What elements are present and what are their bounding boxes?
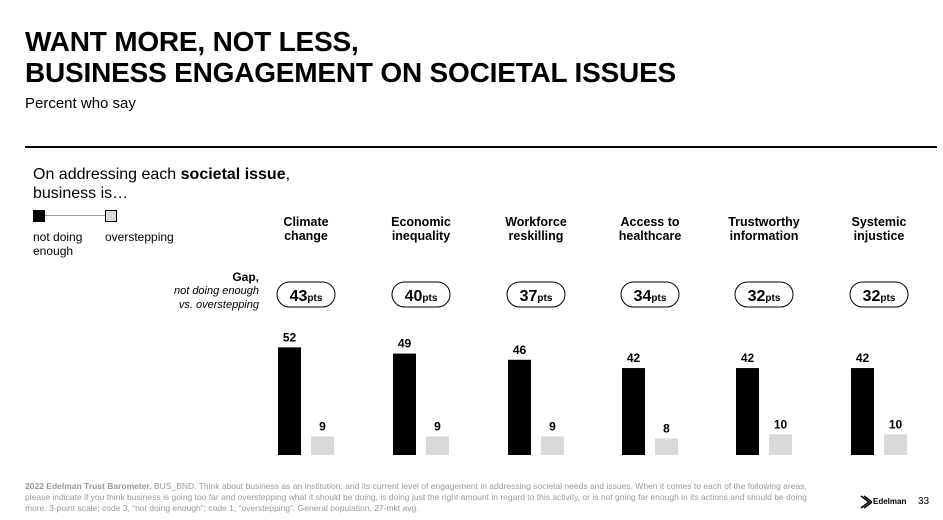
intro-suffix: , [285, 166, 291, 183]
gap-value: 32pts [748, 288, 781, 305]
intro-line-2: business is… [33, 185, 129, 202]
category-label: Trustworthy information [728, 215, 800, 243]
legend-swatch-overstepping [105, 210, 117, 222]
bar-overstepping [311, 436, 334, 455]
data-label-overstepping: 9 [434, 419, 441, 433]
footnote-source: 2022 Edelman Trust Barometer. [25, 481, 152, 491]
data-label-not-doing-enough: 42 [856, 351, 870, 365]
data-label-overstepping: 10 [889, 417, 903, 431]
data-label-not-doing-enough: 42 [627, 351, 641, 365]
gap-label-line-1: not doing enough [173, 285, 259, 297]
data-label-not-doing-enough: 42 [741, 351, 755, 365]
gap-label-line-2: vs. overstepping [178, 299, 259, 311]
data-label-overstepping: 10 [774, 417, 788, 431]
gap-row-label: Gap, not doing enough vs. overstepping [174, 270, 259, 312]
data-label-overstepping: 9 [319, 419, 326, 433]
gap-value: 40pts [405, 288, 438, 305]
data-label-overstepping: 9 [549, 419, 556, 433]
gap-value: 32pts [863, 288, 896, 305]
title-line-1: WANT MORE, NOT LESS, [25, 26, 359, 57]
gap-label-title: Gap, [232, 270, 259, 284]
title-line-2: BUSINESS ENGAGEMENT ON SOCIETAL ISSUES [25, 57, 677, 88]
bar-overstepping [541, 436, 564, 455]
gap-pill [506, 281, 566, 308]
data-label-overstepping: 8 [663, 421, 670, 435]
gap-value: 37pts [520, 288, 553, 305]
gap-value: 34pts [634, 288, 667, 305]
gap-pill [734, 281, 794, 308]
data-label-not-doing-enough: 49 [398, 337, 412, 351]
bar-not-doing-enough [508, 359, 531, 455]
bar-not-doing-enough [278, 347, 301, 455]
bar-overstepping [769, 434, 792, 455]
intro-text: On addressing each societal issue, busin… [33, 165, 290, 203]
footnote-text: BUS_BND. Think about business as an inst… [25, 481, 807, 513]
bar-not-doing-enough [393, 353, 416, 455]
bar-not-doing-enough [851, 368, 874, 455]
legend-connector-line [45, 215, 105, 216]
gap-pill [391, 281, 451, 308]
page-title: WANT MORE, NOT LESS, BUSINESS ENGAGEMENT… [25, 26, 676, 88]
bar-overstepping [655, 438, 678, 455]
category-label: Systemic injustice [852, 215, 907, 243]
category-label: Economic inequality [391, 215, 451, 243]
gap-pill [620, 281, 680, 308]
legend-label-not-doing-enough: not doing enough [33, 230, 83, 258]
edelman-logo-icon [860, 495, 872, 509]
legend-swatch-not-doing-enough [33, 210, 45, 222]
gap-value: 43pts [290, 288, 323, 305]
bar-not-doing-enough [622, 368, 645, 455]
brand-name: Edelman [873, 497, 907, 506]
intro-bold: societal issue [180, 166, 286, 183]
gap-pill [849, 281, 909, 308]
intro-prefix: On addressing each [33, 166, 181, 183]
category-label: Climate change [283, 215, 328, 243]
page-subtitle: Percent who say [25, 95, 136, 112]
divider-rule [25, 146, 937, 148]
bar-not-doing-enough [736, 368, 759, 455]
gap-pill [276, 281, 336, 308]
category-label: Access to healthcare [619, 215, 682, 243]
bar-overstepping [426, 436, 449, 455]
data-label-not-doing-enough: 46 [513, 343, 527, 357]
footnote: 2022 Edelman Trust Barometer. BUS_BND. T… [25, 481, 825, 514]
data-label-not-doing-enough: 52 [283, 330, 297, 344]
category-label: Workforce reskilling [505, 215, 567, 243]
legend-label-overstepping: overstepping [105, 230, 174, 244]
bar-overstepping [884, 434, 907, 455]
page-number: 33 [918, 496, 930, 507]
chart-legend: not doing enough overstepping [33, 208, 233, 268]
